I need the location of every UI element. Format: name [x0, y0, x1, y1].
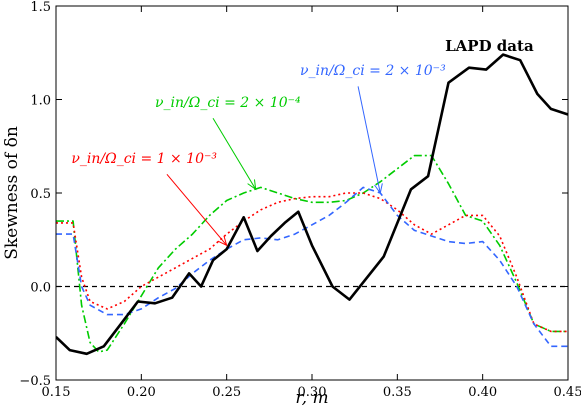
annotation-label-1: ν_in/Ω_ci = 1 × 10⁻³	[71, 151, 217, 167]
series-line-2	[56, 154, 568, 353]
x-tick-label: 0.25	[212, 385, 241, 400]
annotation-arrowhead-3	[374, 183, 383, 195]
axes-layer: 0.15 0.20 0.25 0.30 0.35 0.40 0.45 −0.5 0.0 0.5 1.…	[19, 0, 581, 400]
x-tick-label: 0.40	[468, 385, 497, 400]
annotation-label-3: ν_in/Ω_ci = 2 × 10⁻³	[300, 63, 446, 79]
x-tick-label: 0.20	[127, 385, 156, 400]
x-tick-label: 0.15	[42, 385, 71, 400]
y-tick-label: 1.5	[30, 0, 51, 15]
annotation-arrow-1	[166, 173, 228, 246]
series-line-3	[56, 186, 568, 348]
y-tick-label: 0.0	[30, 281, 51, 296]
annotation-arrowhead-2	[247, 179, 257, 191]
y-tick-label: 0.5	[30, 187, 51, 202]
annotation-arrowhead-1	[217, 235, 228, 247]
series-layer	[56, 53, 568, 356]
annotation-layer: LAPD data ν_in/Ω_ci = 1 × 10⁻³ ν_in/Ω_ci =…	[71, 37, 534, 247]
series-line-0	[56, 53, 568, 356]
annotation-label-2: ν_in/Ω_ci = 2 × 10⁻⁴	[155, 95, 301, 111]
annotation-arrow-3	[357, 86, 381, 194]
y-tick-label: 1.0	[30, 94, 51, 109]
y-tick-label: −0.5	[19, 374, 51, 389]
x-axis-label: r, m	[295, 388, 328, 408]
y-axis-label: Skewness of δn	[2, 126, 22, 260]
annotation-arrow-2	[212, 117, 257, 190]
x-tick-label: 0.35	[383, 385, 412, 400]
x-tick-label: 0.45	[554, 385, 581, 400]
series-line-1	[56, 192, 568, 333]
annotation-label-0: LAPD data	[445, 37, 534, 55]
axes-frame	[55, 5, 569, 381]
x-tick-label: 0.30	[298, 385, 327, 400]
